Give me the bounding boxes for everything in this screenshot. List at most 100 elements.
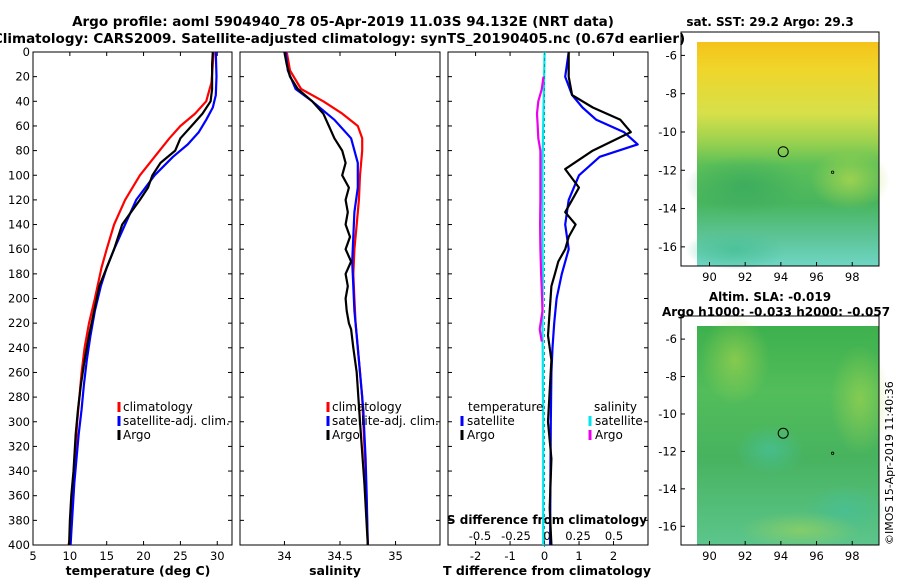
legend-label: satellite: [595, 414, 643, 428]
sst_map-axes: 90 92 94 96 98 -6 -8 -10 -12 -14 -16: [658, 31, 880, 284]
s-tick-label: -0.5: [469, 529, 491, 543]
sla_map-frame: [680, 315, 880, 546]
map-y-tick-label: -14: [658, 202, 677, 216]
map-y-tick-label: -16: [658, 240, 677, 254]
s-tick-label: 0.5: [605, 529, 623, 543]
y-tick-label: 60: [15, 119, 30, 133]
y-tick-label: 300: [8, 415, 30, 429]
y-tick-label: 40: [15, 94, 30, 108]
sla_map-axes: 90 92 94 96 98 -6 -8 -10 -12 -14 -16: [658, 315, 880, 563]
y-tick-label: 240: [8, 341, 30, 355]
sst_map-frame: [680, 31, 880, 267]
legend-title-salinity: salinity: [594, 400, 637, 414]
legend-label: Argo: [595, 428, 623, 442]
sla-high-patch: [700, 315, 770, 405]
sla-map-title-2: Argo h1000: -0.033 h2000: -0.057: [662, 305, 890, 319]
x-tick-label: -2: [470, 549, 481, 563]
difference-panel: -2 -1 0 1 2 -0.5 -0.25 0 0.25 0.5: [447, 51, 649, 563]
x-tick-label: 2: [610, 549, 617, 563]
legend-title-temperature: temperature: [468, 400, 543, 414]
sla-high-patch-2: [830, 345, 890, 455]
map-x-tick-label: 98: [845, 270, 860, 284]
y-tick-label: 380: [8, 513, 30, 527]
copyright-text: ©IMOS 15-Apr-2019 11:40:36: [883, 381, 896, 545]
y-tick-label: 220: [8, 316, 30, 330]
y-tick-label: 320: [8, 439, 30, 453]
x-tick-label: 34: [277, 549, 292, 563]
x-tick-label: 34.5: [327, 549, 353, 563]
sst-warm-patch: [810, 150, 890, 210]
s-tick-label: -0.25: [501, 529, 531, 543]
salinity-series-climatology: [285, 51, 369, 546]
temperature-series-argo: [68, 51, 214, 546]
legend-label: satellite-adj. clim.: [123, 414, 230, 428]
map-x-tick-label: 90: [702, 549, 717, 563]
legend-label: Argo: [123, 428, 151, 442]
x-tick-label: 30: [210, 549, 225, 563]
s-tick-label: 0: [543, 529, 550, 543]
x-tick-label: -1: [504, 549, 515, 563]
x-tick-label: 0: [541, 549, 548, 563]
y-tick-label: 180: [8, 267, 30, 281]
sla-high-patch-3: [740, 512, 860, 548]
argo-location-marker: [777, 427, 789, 439]
difference-series-s-satellite: [541, 51, 546, 545]
y-tick-label: 120: [8, 193, 30, 207]
y-tick-label: 400: [8, 538, 30, 552]
legend-label: climatology: [332, 400, 402, 414]
x-tick-label: 5: [29, 549, 36, 563]
legend-label: satellite: [467, 414, 515, 428]
island-marker: [831, 170, 835, 174]
y-tick-label: 0: [23, 45, 30, 59]
map-y-tick-label: -10: [658, 125, 677, 139]
map-y-tick-label: -10: [658, 407, 677, 421]
y-tick-label: 140: [8, 218, 30, 232]
map-y-tick-label: -12: [658, 163, 677, 177]
x-tick-label: 25: [173, 549, 188, 563]
map-y-tick-label: -8: [666, 370, 677, 384]
map-x-tick-label: 96: [809, 270, 824, 284]
x-tick-label: 20: [136, 549, 151, 563]
sst-teal-patch: [685, 230, 785, 270]
map-y-tick-label: -12: [658, 444, 677, 458]
salinity-series-argo: [283, 51, 369, 546]
y-tick-label: 360: [8, 489, 30, 503]
sla-map-title-1: Altim. SLA: -0.019: [709, 290, 831, 304]
sst-cool-patch: [685, 155, 805, 215]
title-line-2: Climatology: CARS2009. Satellite-adjuste…: [0, 31, 685, 47]
y-tick-label: 340: [8, 464, 30, 478]
map-x-tick-label: 98: [845, 549, 860, 563]
s-tick-label: 0.25: [565, 529, 591, 543]
y-tick-label: 100: [8, 168, 30, 182]
x-tick-label: 15: [99, 549, 114, 563]
sdiff-xlabel: S difference from climatology: [447, 513, 647, 527]
tdiff-xlabel: T difference from climatology: [443, 563, 651, 578]
sst-map: [685, 42, 890, 270]
map-y-tick-label: -14: [658, 482, 677, 496]
island-marker: [831, 451, 835, 455]
x-tick-label: 35: [388, 549, 403, 563]
sla-map: [697, 315, 890, 548]
map-x-tick-label: 94: [774, 549, 789, 563]
map-x-tick-label: 90: [702, 270, 717, 284]
difference-series-t-argo: [546, 52, 632, 546]
legend-label: Argo: [332, 428, 360, 442]
difference-axes-box: [447, 51, 649, 546]
map-y-tick-label: -8: [666, 87, 677, 101]
legend-label: Argo: [467, 428, 495, 442]
legend-label: climatology: [123, 400, 193, 414]
x-tick-label: 10: [63, 549, 78, 563]
map-x-tick-label: 94: [774, 270, 789, 284]
salinity-panel: 34 34.5 35: [239, 51, 441, 563]
temperature-series-satellite-adj-clim-: [69, 51, 218, 546]
y-tick-label: 200: [8, 292, 30, 306]
title-line-1: Argo profile: aoml 5904940_78 05-Apr-201…: [72, 14, 614, 30]
map-y-tick-label: -6: [666, 48, 677, 62]
y-tick-label: 80: [15, 144, 30, 158]
y-tick-label: 260: [8, 365, 30, 379]
legend-label: satellite-adj. clim.: [332, 414, 439, 428]
y-tick-label: 280: [8, 390, 30, 404]
